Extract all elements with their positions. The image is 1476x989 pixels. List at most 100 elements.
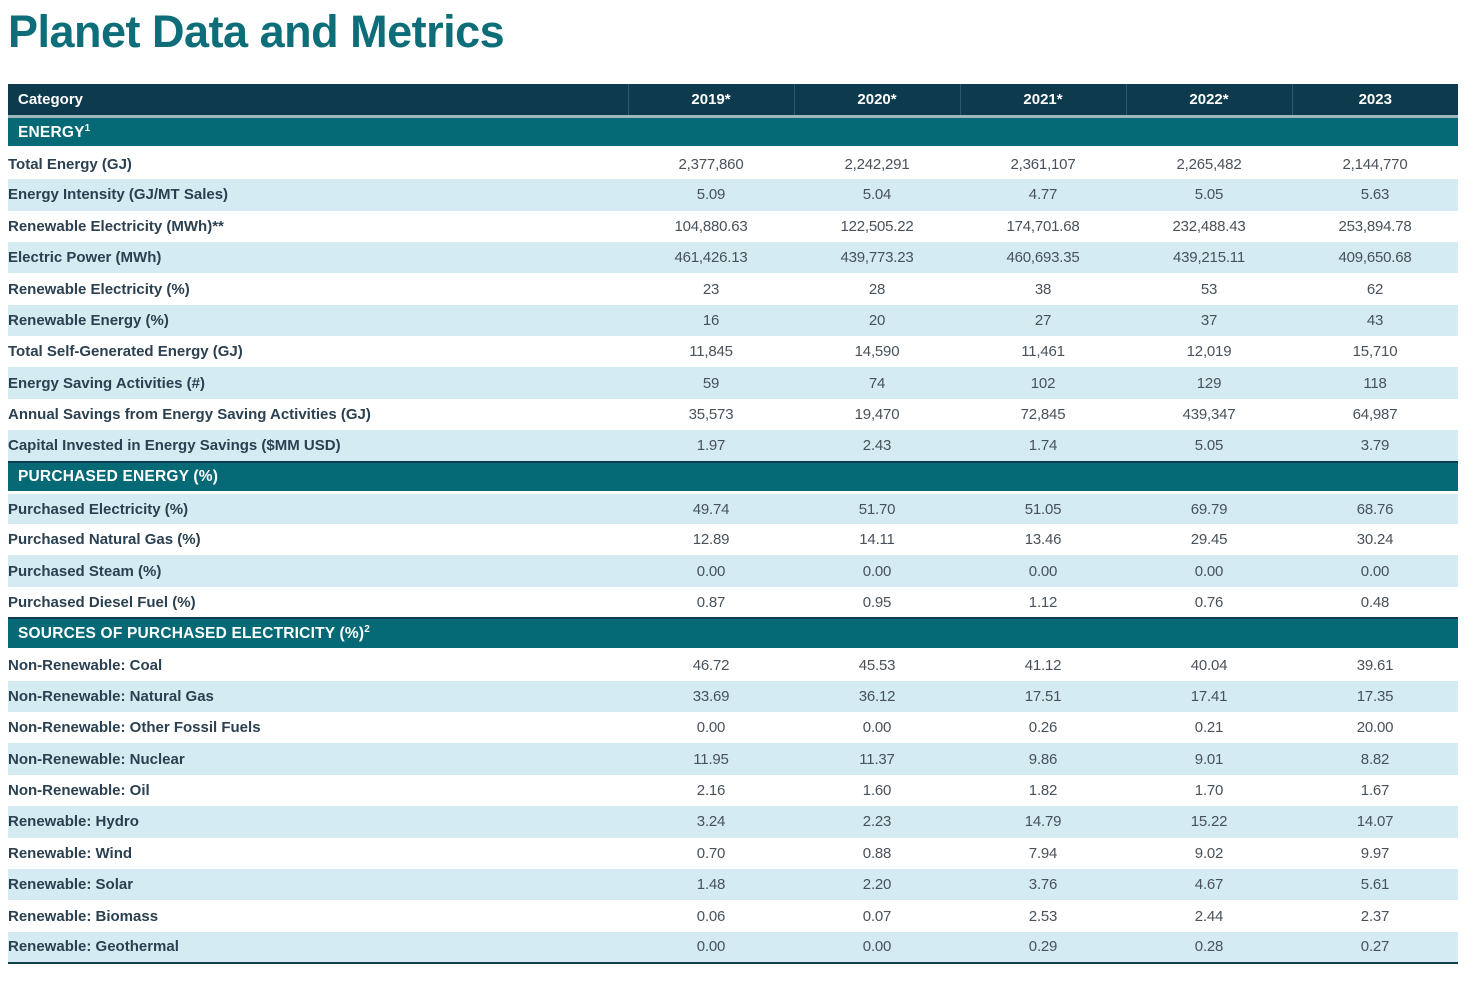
table-row: Non-Renewable: Coal 46.72 45.53 41.12 40.04 3… [8, 649, 1458, 681]
row-label: Renewable Electricity (MWh)** [8, 217, 224, 235]
cell-value-2020: 14,590 [854, 343, 900, 361]
row-label: Capital Invested in Energy Savings ($MM … [8, 436, 341, 454]
column-header-2019: 2019* [627, 83, 794, 117]
cell-value-2023: 30.24 [1356, 531, 1394, 549]
cell-value-2019: 104,880.63 [674, 217, 748, 235]
cell-value-2021: 3.76 [1028, 876, 1058, 894]
cell-value-2023: 68.76 [1356, 500, 1394, 518]
cell-value-2021: 38 [1034, 280, 1052, 298]
cell-value-2023: 62 [1366, 280, 1384, 298]
cell-value-2019: 0.87 [696, 593, 726, 611]
cell-value-2020: 19,470 [854, 406, 900, 424]
cell-value-2021: 0.26 [1028, 719, 1058, 737]
cell-value-2021: 51.05 [1024, 500, 1062, 518]
section-title: ENERGY1 [18, 122, 91, 141]
row-label: Purchased Natural Gas (%) [8, 531, 201, 549]
table-body: ENERGY1 Total Energy (GJ) 2,377,860 2,242,2… [8, 116, 1458, 964]
table-row: Purchased Diesel Fuel (%) 0.87 0.95 1.12 0.7… [8, 586, 1458, 619]
section-header-purchased-energy: PURCHASED ENERGY (%) [8, 461, 1458, 493]
column-header-2022: 2022* [1125, 83, 1292, 117]
cell-value-2022: 37 [1200, 311, 1218, 329]
table-header: Category 2019* 2020* 2021* 2022* 2023 [8, 83, 1458, 117]
row-label: Renewable: Biomass [8, 907, 159, 925]
cell-value-2021: 41.12 [1024, 657, 1062, 675]
cell-value-2021: 72,845 [1020, 406, 1066, 424]
cell-value-2022: 439,347 [1182, 406, 1236, 424]
cell-value-2023: 43 [1366, 311, 1384, 329]
cell-value-2023: 9.97 [1360, 844, 1390, 862]
cell-value-2021: 174,701.68 [1006, 217, 1080, 235]
cell-value-2023: 3.79 [1360, 436, 1390, 454]
cell-value-2019: 23 [702, 280, 720, 298]
cell-value-2020: 14.11 [859, 531, 895, 549]
cell-value-2021: 13.46 [1024, 531, 1062, 549]
cell-value-2020: 2,242,291 [844, 155, 910, 173]
cell-value-2019: 1.97 [696, 436, 726, 454]
row-label: Energy Intensity (GJ/MT Sales) [8, 186, 229, 204]
cell-value-2021: 2,361,107 [1010, 155, 1076, 173]
cell-value-2021: 0.00 [1028, 562, 1058, 580]
cell-value-2022: 2.44 [1194, 907, 1224, 925]
row-label: Purchased Diesel Fuel (%) [8, 593, 196, 611]
table-row: Renewable: Hydro 3.24 2.23 14.79 15.22 14.07 [8, 806, 1458, 838]
column-header-2020: 2020* [793, 83, 960, 117]
cell-value-2022: 5.05 [1194, 186, 1224, 204]
cell-value-2019: 1.48 [696, 876, 726, 894]
cell-value-2022: 12,019 [1186, 343, 1232, 361]
section-header-energy: ENERGY1 [8, 116, 1458, 148]
cell-value-2020: 0.00 [862, 562, 892, 580]
cell-value-2022: 17.41 [1190, 687, 1228, 705]
cell-value-2020: 5.04 [862, 186, 892, 204]
cell-value-2019: 49.74 [692, 500, 730, 518]
cell-value-2021: 7.94 [1028, 844, 1058, 862]
cell-value-2020: 28 [868, 280, 886, 298]
row-label: Renewable: Hydro [8, 813, 139, 831]
row-label: Non-Renewable: Nuclear [8, 750, 185, 768]
cell-value-2023: 2,144,770 [1342, 155, 1408, 173]
table-row: Renewable Electricity (%) 23 28 38 53 62 [8, 273, 1458, 305]
cell-value-2020: 2.43 [862, 436, 892, 454]
row-label: Renewable: Wind [8, 844, 133, 862]
cell-value-2019: 461,426.13 [674, 249, 748, 267]
cell-value-2021: 2.53 [1028, 907, 1058, 925]
cell-value-2022: 5.05 [1194, 436, 1224, 454]
row-label: Purchased Electricity (%) [8, 500, 189, 518]
cell-value-2022: 0.28 [1194, 938, 1224, 956]
cell-value-2023: 5.61 [1360, 876, 1390, 894]
cell-value-2020: 0.07 [862, 907, 892, 925]
row-label: Electric Power (MWh) [8, 249, 162, 267]
cell-value-2022: 0.76 [1194, 593, 1224, 611]
cell-value-2019: 16 [702, 311, 720, 329]
cell-value-2022: 439,215.11 [1173, 249, 1245, 267]
cell-value-2022: 9.02 [1194, 844, 1224, 862]
header-row: Category 2019* 2020* 2021* 2022* 2023 [8, 83, 1458, 117]
cell-value-2019: 5.09 [696, 186, 726, 204]
cell-value-2023: 0.27 [1360, 938, 1390, 956]
cell-value-2020: 36.12 [858, 687, 896, 705]
cell-value-2020: 0.00 [862, 719, 892, 737]
cell-value-2019: 12.89 [692, 531, 730, 549]
cell-value-2019: 59 [702, 374, 720, 392]
row-label: Non-Renewable: Coal [8, 657, 163, 675]
row-label: Renewable: Geothermal [8, 938, 179, 956]
cell-value-2023: 0.00 [1360, 562, 1390, 580]
table-row: Capital Invested in Energy Savings ($MM … [8, 430, 1458, 462]
cell-value-2022: 29.45 [1190, 531, 1228, 549]
cell-value-2023: 15,710 [1352, 343, 1398, 361]
cell-value-2023: 39.61 [1356, 657, 1394, 675]
cell-value-2020: 11.37 [859, 750, 895, 768]
cell-value-2021: 9.86 [1028, 750, 1058, 768]
cell-value-2019: 2.16 [696, 781, 726, 799]
table-row: Purchased Steam (%) 0.00 0.00 0.00 0.00 0.00 [8, 555, 1458, 587]
cell-value-2023: 5.63 [1360, 186, 1390, 204]
cell-value-2023: 20.00 [1356, 719, 1394, 737]
column-header-2023: 2023 [1291, 83, 1458, 117]
cell-value-2022: 15.22 [1190, 813, 1228, 831]
cell-value-2020: 122,505.22 [840, 217, 914, 235]
cell-value-2021: 17.51 [1024, 687, 1062, 705]
cell-value-2020: 2.23 [862, 813, 892, 831]
section-footnote-marker: 2 [364, 623, 370, 635]
cell-value-2019: 11,845 [689, 343, 733, 361]
cell-value-2023: 17.35 [1356, 687, 1394, 705]
column-header-2021: 2021* [959, 83, 1126, 117]
